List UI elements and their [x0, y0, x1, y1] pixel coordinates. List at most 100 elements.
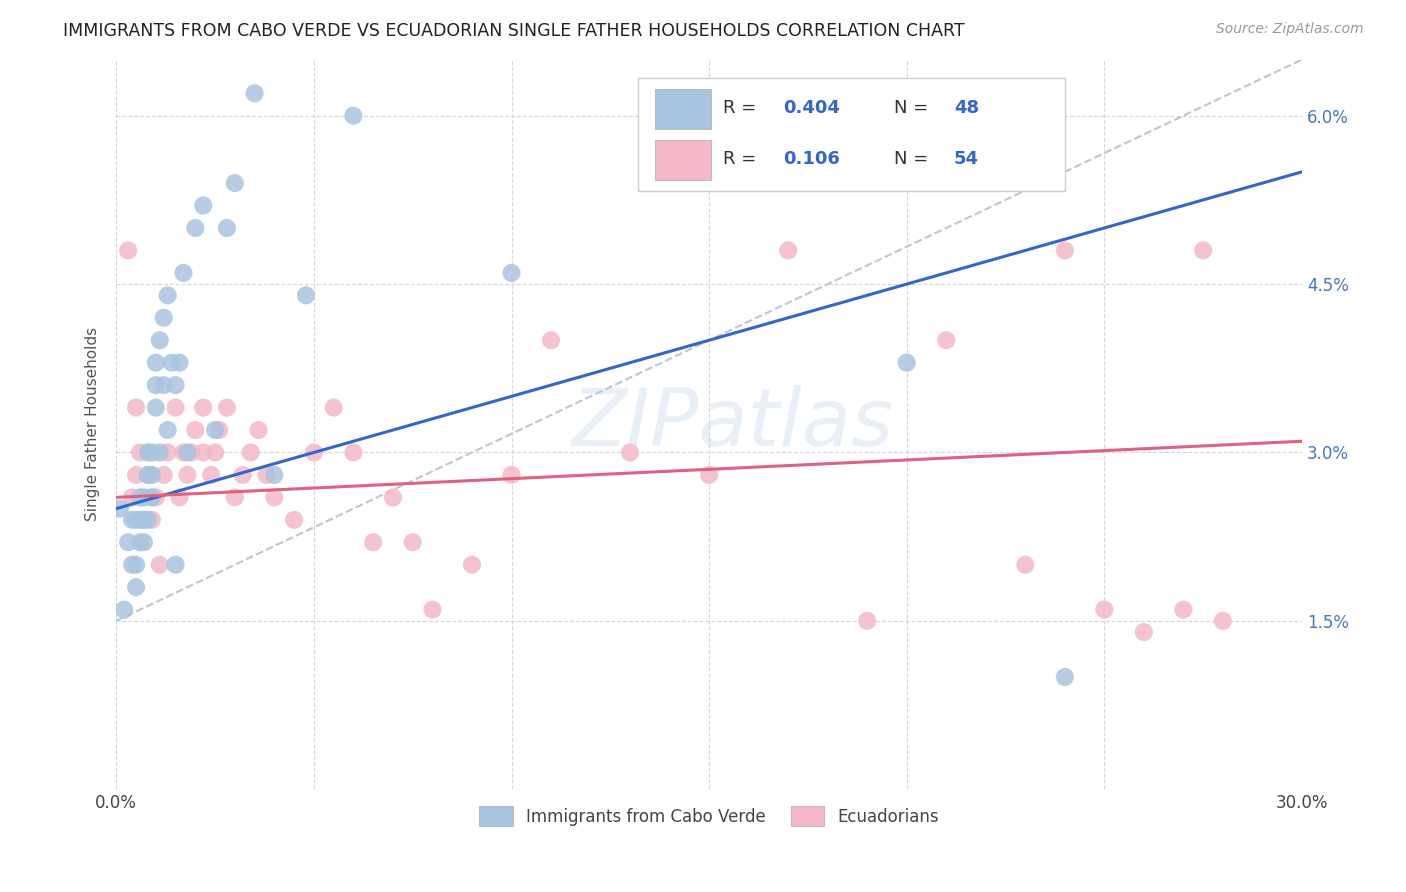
- Point: [165, 401, 187, 415]
- Point: [935, 333, 957, 347]
- Point: [121, 513, 143, 527]
- Point: [1014, 558, 1036, 572]
- Point: [149, 558, 172, 572]
- Point: [165, 558, 187, 572]
- Point: [243, 87, 266, 101]
- Point: [149, 445, 172, 459]
- Point: [169, 356, 191, 370]
- Point: [200, 467, 222, 482]
- Point: [141, 513, 163, 527]
- Point: [117, 244, 139, 258]
- Point: [141, 467, 163, 482]
- Point: [136, 445, 159, 459]
- Point: [422, 602, 444, 616]
- Point: [540, 333, 562, 347]
- Point: [145, 356, 167, 370]
- Point: [322, 401, 344, 415]
- Point: [215, 221, 238, 235]
- Point: [121, 491, 143, 505]
- Point: [176, 467, 198, 482]
- Point: [1212, 614, 1234, 628]
- Point: [1173, 602, 1195, 616]
- Legend: Immigrants from Cabo Verde, Ecuadorians: Immigrants from Cabo Verde, Ecuadorians: [470, 797, 949, 836]
- Point: [896, 356, 918, 370]
- Point: [132, 513, 155, 527]
- Point: [145, 401, 167, 415]
- Point: [1133, 625, 1156, 640]
- Point: [193, 401, 215, 415]
- Point: [165, 378, 187, 392]
- Point: [224, 176, 246, 190]
- Point: [184, 423, 207, 437]
- Point: [256, 467, 278, 482]
- Point: [402, 535, 425, 549]
- Point: [224, 491, 246, 505]
- Point: [263, 467, 285, 482]
- Point: [619, 445, 641, 459]
- Point: [302, 445, 325, 459]
- Point: [125, 467, 148, 482]
- Point: [461, 558, 484, 572]
- Point: [136, 467, 159, 482]
- Point: [125, 401, 148, 415]
- Point: [176, 445, 198, 459]
- Point: [132, 535, 155, 549]
- Point: [152, 310, 174, 325]
- Point: [152, 467, 174, 482]
- Point: [110, 501, 132, 516]
- Point: [156, 288, 179, 302]
- Point: [172, 266, 194, 280]
- Point: [156, 423, 179, 437]
- Point: [141, 491, 163, 505]
- Point: [125, 513, 148, 527]
- Point: [501, 467, 523, 482]
- Point: [145, 491, 167, 505]
- Point: [295, 288, 318, 302]
- Point: [156, 445, 179, 459]
- Point: [658, 176, 681, 190]
- Point: [263, 491, 285, 505]
- Text: Source: ZipAtlas.com: Source: ZipAtlas.com: [1216, 22, 1364, 37]
- Point: [193, 445, 215, 459]
- Point: [141, 491, 163, 505]
- Text: ZIPatlas: ZIPatlas: [572, 385, 894, 464]
- Point: [141, 445, 163, 459]
- Point: [193, 198, 215, 212]
- Point: [1053, 244, 1076, 258]
- Point: [136, 467, 159, 482]
- Point: [121, 558, 143, 572]
- Point: [132, 513, 155, 527]
- Point: [215, 401, 238, 415]
- Point: [112, 602, 135, 616]
- Point: [152, 378, 174, 392]
- Point: [856, 614, 879, 628]
- Point: [239, 445, 262, 459]
- Point: [129, 445, 152, 459]
- Point: [361, 535, 384, 549]
- Point: [132, 491, 155, 505]
- Text: IMMIGRANTS FROM CABO VERDE VS ECUADORIAN SINGLE FATHER HOUSEHOLDS CORRELATION CH: IMMIGRANTS FROM CABO VERDE VS ECUADORIAN…: [63, 22, 965, 40]
- Point: [381, 491, 404, 505]
- Point: [1053, 670, 1076, 684]
- Point: [125, 580, 148, 594]
- Point: [1092, 602, 1115, 616]
- Point: [149, 333, 172, 347]
- Point: [129, 513, 152, 527]
- Point: [247, 423, 270, 437]
- Point: [169, 491, 191, 505]
- Point: [180, 445, 202, 459]
- Point: [697, 467, 720, 482]
- Point: [501, 266, 523, 280]
- Point: [342, 445, 364, 459]
- Point: [778, 244, 800, 258]
- Point: [160, 356, 183, 370]
- Point: [342, 109, 364, 123]
- Point: [232, 467, 254, 482]
- Point: [145, 378, 167, 392]
- Point: [204, 423, 226, 437]
- Y-axis label: Single Father Households: Single Father Households: [86, 327, 100, 522]
- Point: [172, 445, 194, 459]
- Point: [125, 558, 148, 572]
- Point: [117, 535, 139, 549]
- Point: [129, 535, 152, 549]
